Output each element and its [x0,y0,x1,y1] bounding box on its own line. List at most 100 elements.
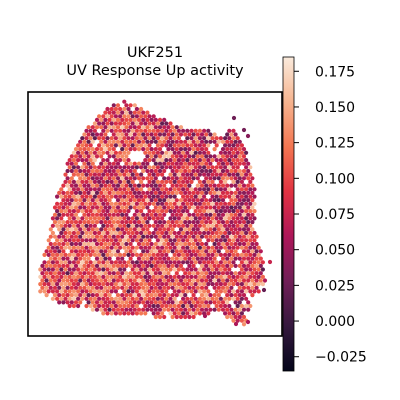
spot [107,198,112,203]
spot [109,223,114,228]
spot [94,227,100,232]
spot [181,216,186,221]
spot [185,209,190,214]
spot [218,179,223,184]
spot [69,300,74,305]
spot [84,150,89,155]
spot [97,194,102,199]
spot [206,303,211,309]
spot [151,252,156,257]
spot [78,285,83,290]
spot [248,230,253,236]
spot [153,176,158,181]
spot [130,252,135,257]
spot [115,176,121,181]
spot [254,263,259,268]
spot [239,230,244,236]
spot [92,267,97,272]
spot [210,201,215,206]
spot [231,282,236,287]
spot [239,252,244,257]
spot [153,227,158,232]
spot [99,176,104,181]
spot [160,128,165,133]
spot [107,293,112,298]
spot [199,168,205,174]
spot [130,121,135,126]
spot [153,263,158,268]
spot [78,154,83,159]
spot [170,176,175,181]
spot [52,263,58,268]
spot [103,132,108,137]
spot [84,223,89,228]
spot [244,187,249,192]
spot [92,209,97,214]
spot [155,165,160,170]
spot [193,274,198,279]
spot [185,260,190,265]
spot [176,128,181,133]
spot [174,285,179,290]
spot [65,220,70,225]
spot [212,154,217,159]
spot [172,179,177,184]
spot [195,220,200,225]
spot [178,190,184,195]
spot [212,190,217,195]
spot [237,234,242,239]
spot [239,150,244,155]
spot [181,311,186,316]
spot [183,154,188,159]
spot [101,296,106,301]
spot [176,216,181,221]
spot [252,274,257,279]
spot [141,234,146,239]
spot [218,289,223,294]
spot [136,117,142,122]
spot [166,139,171,144]
spot [199,241,205,247]
spot [252,245,257,250]
spot [82,249,87,254]
spot [109,179,114,184]
spot [151,274,156,279]
spot [170,249,175,254]
spot [183,293,188,298]
spot [227,187,232,192]
spot [166,241,171,247]
spot [126,136,131,141]
spot [126,172,131,177]
spot [101,201,106,206]
spot [101,187,106,192]
spot [147,238,152,243]
spot [88,282,93,287]
spot [176,230,181,236]
spot [227,230,232,236]
spot [170,220,175,225]
spot [50,260,56,265]
spot [107,249,112,254]
spot [231,260,236,265]
spot [252,282,257,287]
spot [107,161,112,166]
spot [115,249,121,254]
spot [197,150,202,155]
spot [237,307,242,312]
spot [97,136,102,141]
spot [216,241,221,247]
spot [208,132,213,137]
spot [132,139,137,144]
spot [130,143,135,148]
spot [113,121,118,126]
spot [59,267,64,272]
spot [195,132,200,137]
spot [225,168,230,174]
spot [78,263,83,268]
spot [153,205,158,210]
spot [120,271,125,276]
spot [193,245,198,250]
spot [185,128,190,133]
spot [111,227,116,232]
spot [65,234,70,239]
